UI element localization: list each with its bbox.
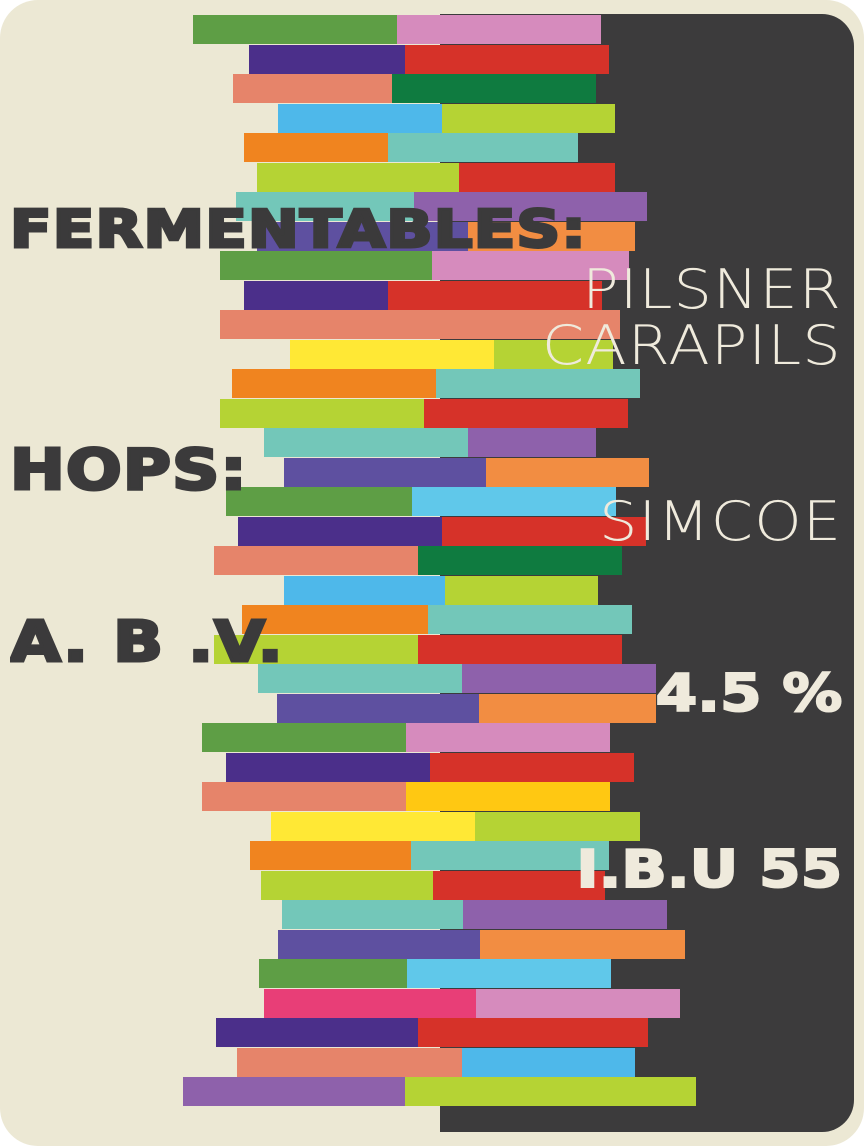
stack-bar <box>284 457 486 487</box>
abv-heading: A. B .V. <box>10 609 284 677</box>
stack-bar <box>226 487 412 516</box>
ibu-value: I.B.U 55 <box>575 839 843 901</box>
stack-bar <box>264 988 476 1018</box>
stack-bar <box>238 516 442 546</box>
stack-bar <box>459 162 615 192</box>
fermentable-item: PILSNER <box>582 258 842 321</box>
stack-bar <box>463 900 667 929</box>
stack-bar <box>236 192 414 221</box>
stack-bar <box>259 959 407 988</box>
stack-bar <box>214 634 418 664</box>
stack-bar <box>442 103 615 133</box>
stack-bar <box>480 929 685 959</box>
stack-bar <box>183 1077 405 1106</box>
abv-value: 4.5 % <box>654 663 843 725</box>
stack-bar <box>405 1077 696 1106</box>
stack-bar <box>242 605 428 634</box>
stack-bar <box>257 162 459 192</box>
book-stack-graphic <box>10 14 854 1132</box>
stack-bar <box>397 15 601 44</box>
stack-bar <box>290 339 494 369</box>
stack-bar <box>445 575 598 605</box>
stack-bar <box>250 841 411 870</box>
stack-bar <box>407 959 611 988</box>
stack-bar <box>226 752 430 782</box>
stack-bar <box>479 693 656 723</box>
stack-bar <box>406 723 610 752</box>
stack-bar <box>388 280 602 310</box>
stack-bar <box>436 369 640 398</box>
stack-bar <box>261 870 433 900</box>
stack-bar <box>475 811 640 841</box>
stack-bar <box>232 369 436 398</box>
stack-bar <box>424 398 628 428</box>
hops-heading: HOPS: <box>10 437 248 505</box>
stack-bar <box>432 251 629 280</box>
stack-bar <box>220 398 424 428</box>
stack-bar <box>468 221 635 251</box>
stack-bar <box>278 103 442 133</box>
stack-bar <box>220 251 432 280</box>
stack-bar <box>202 723 406 752</box>
label-card: FERMENTABLES: PILSNER CARAPILS HOPS: SIM… <box>10 14 854 1132</box>
stack-bar <box>430 752 634 782</box>
stack-bar <box>220 310 500 339</box>
stack-bar <box>388 133 578 162</box>
stack-bar <box>418 546 622 575</box>
stack-bar <box>249 44 405 74</box>
stack-bar <box>244 133 388 162</box>
stack-bar <box>468 428 596 457</box>
stack-bar <box>433 870 605 900</box>
stack-bar <box>462 1047 635 1077</box>
stack-bar <box>476 988 680 1018</box>
stack-bar <box>264 428 468 457</box>
stack-bar <box>282 900 463 929</box>
stack-bar <box>237 1047 462 1077</box>
stack-bar <box>284 575 445 605</box>
stack-bar <box>418 634 622 664</box>
stack-bar <box>500 310 620 339</box>
stack-bar <box>494 339 613 369</box>
stack-bar <box>392 74 596 103</box>
hop-item: SIMCOE <box>598 490 842 553</box>
fermentables-heading: FERMENTABLES: <box>10 199 588 262</box>
stack-bar <box>418 1018 648 1047</box>
stack-bar <box>193 15 397 44</box>
stack-bar <box>214 546 418 575</box>
stack-bar <box>277 693 479 723</box>
stack-bar <box>233 74 392 103</box>
stack-bar <box>244 280 388 310</box>
stack-bar <box>486 457 649 487</box>
stack-bar <box>216 1018 418 1047</box>
stack-bar <box>271 811 475 841</box>
stack-bar <box>411 841 609 870</box>
stack-bar <box>414 192 647 221</box>
stack-bar <box>202 782 406 811</box>
stack-bar <box>406 782 610 811</box>
stack-bar <box>257 221 468 251</box>
stack-bar <box>258 664 462 693</box>
stack-bar <box>405 44 609 74</box>
stack-bar <box>442 516 646 546</box>
stack-bar <box>412 487 616 516</box>
stack-bar <box>278 929 480 959</box>
stack-bar <box>428 605 632 634</box>
fermentable-item: CARAPILS <box>542 314 842 377</box>
stack-bar <box>462 664 656 693</box>
